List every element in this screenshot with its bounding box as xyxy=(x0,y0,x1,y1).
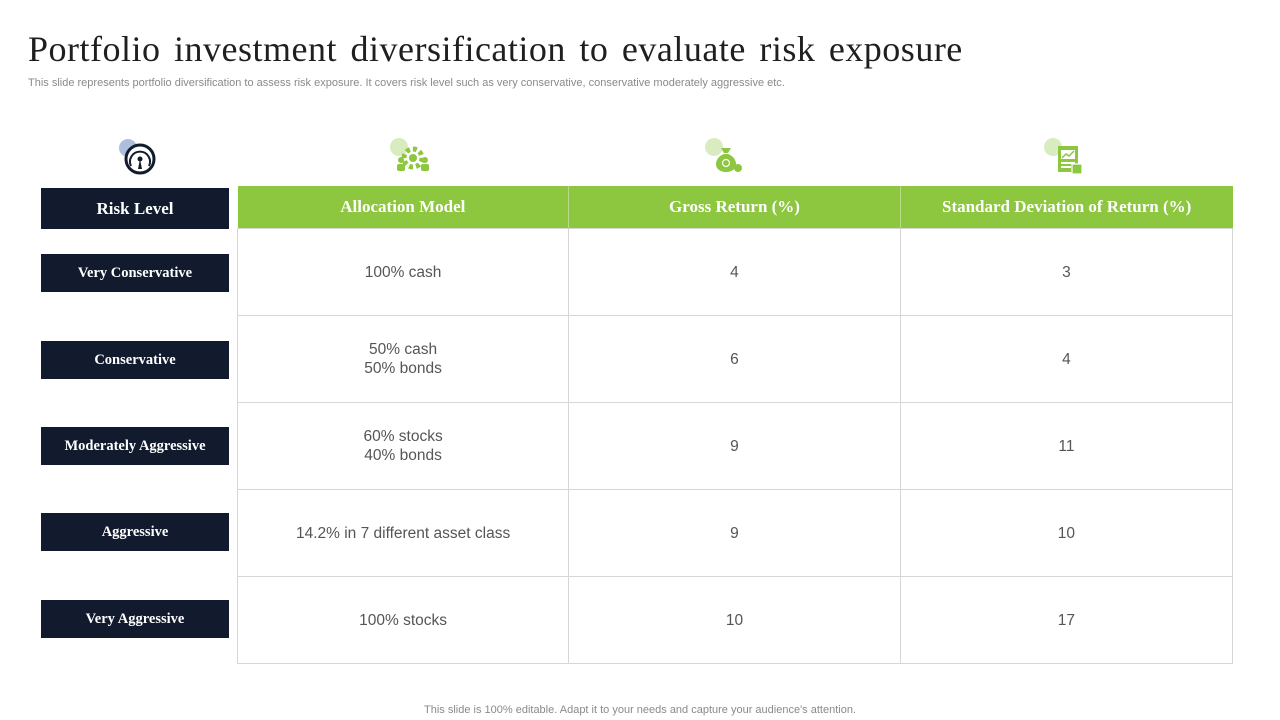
page-title: Portfolio investment diversification to … xyxy=(28,29,963,69)
std-deviation-cell: 3 xyxy=(899,228,1234,316)
money-bag-icon xyxy=(703,136,747,180)
table-row: 50% cash 50% bonds 6 4 xyxy=(236,315,1234,403)
gross-return-cell: 4 xyxy=(568,228,901,316)
std-deviation-cell: 10 xyxy=(899,489,1234,577)
risk-label-very-conservative: Very Conservative xyxy=(41,254,229,292)
allocation-cell: 60% stocks 40% bonds xyxy=(236,402,570,490)
table-header-row: Allocation Model Gross Return (%) Standa… xyxy=(237,186,1233,229)
allocation-cell: 100% stocks xyxy=(236,576,570,664)
risk-label-conservative: Conservative xyxy=(41,341,229,379)
std-deviation-cell: 17 xyxy=(899,576,1234,664)
speedometer-icon xyxy=(116,136,160,180)
header-allocation-model: Allocation Model xyxy=(237,186,570,229)
header-std-deviation: Standard Deviation of Return (%) xyxy=(900,186,1233,229)
allocation-cell: 50% cash 50% bonds xyxy=(236,315,570,403)
gross-return-cell: 9 xyxy=(568,489,901,577)
table-row: 14.2% in 7 different asset class 9 10 xyxy=(236,489,1234,577)
std-deviation-cell: 11 xyxy=(899,402,1234,490)
header-gross-return: Gross Return (%) xyxy=(568,186,901,229)
table-row: 100% cash 4 3 xyxy=(236,228,1234,316)
team-gear-icon xyxy=(387,136,431,180)
table-row: 100% stocks 10 17 xyxy=(236,576,1234,664)
risk-label-aggressive: Aggressive xyxy=(41,513,229,551)
risk-level-header: Risk Level xyxy=(41,188,229,229)
gross-return-cell: 9 xyxy=(568,402,901,490)
std-deviation-cell: 4 xyxy=(899,315,1234,403)
report-document-icon xyxy=(1042,136,1086,180)
gross-return-cell: 6 xyxy=(568,315,901,403)
footer-note: This slide is 100% editable. Adapt it to… xyxy=(424,704,856,716)
allocation-cell: 14.2% in 7 different asset class xyxy=(236,489,570,577)
risk-label-very-aggressive: Very Aggressive xyxy=(41,600,229,638)
allocation-table: Allocation Model Gross Return (%) Standa… xyxy=(236,186,1234,664)
gross-return-cell: 10 xyxy=(568,576,901,664)
risk-label-moderately-aggressive: Moderately Aggressive xyxy=(41,427,229,465)
table-row: 60% stocks 40% bonds 9 11 xyxy=(236,402,1234,490)
allocation-cell: 100% cash xyxy=(236,228,570,316)
page-subtitle: This slide represents portfolio diversif… xyxy=(28,77,785,89)
